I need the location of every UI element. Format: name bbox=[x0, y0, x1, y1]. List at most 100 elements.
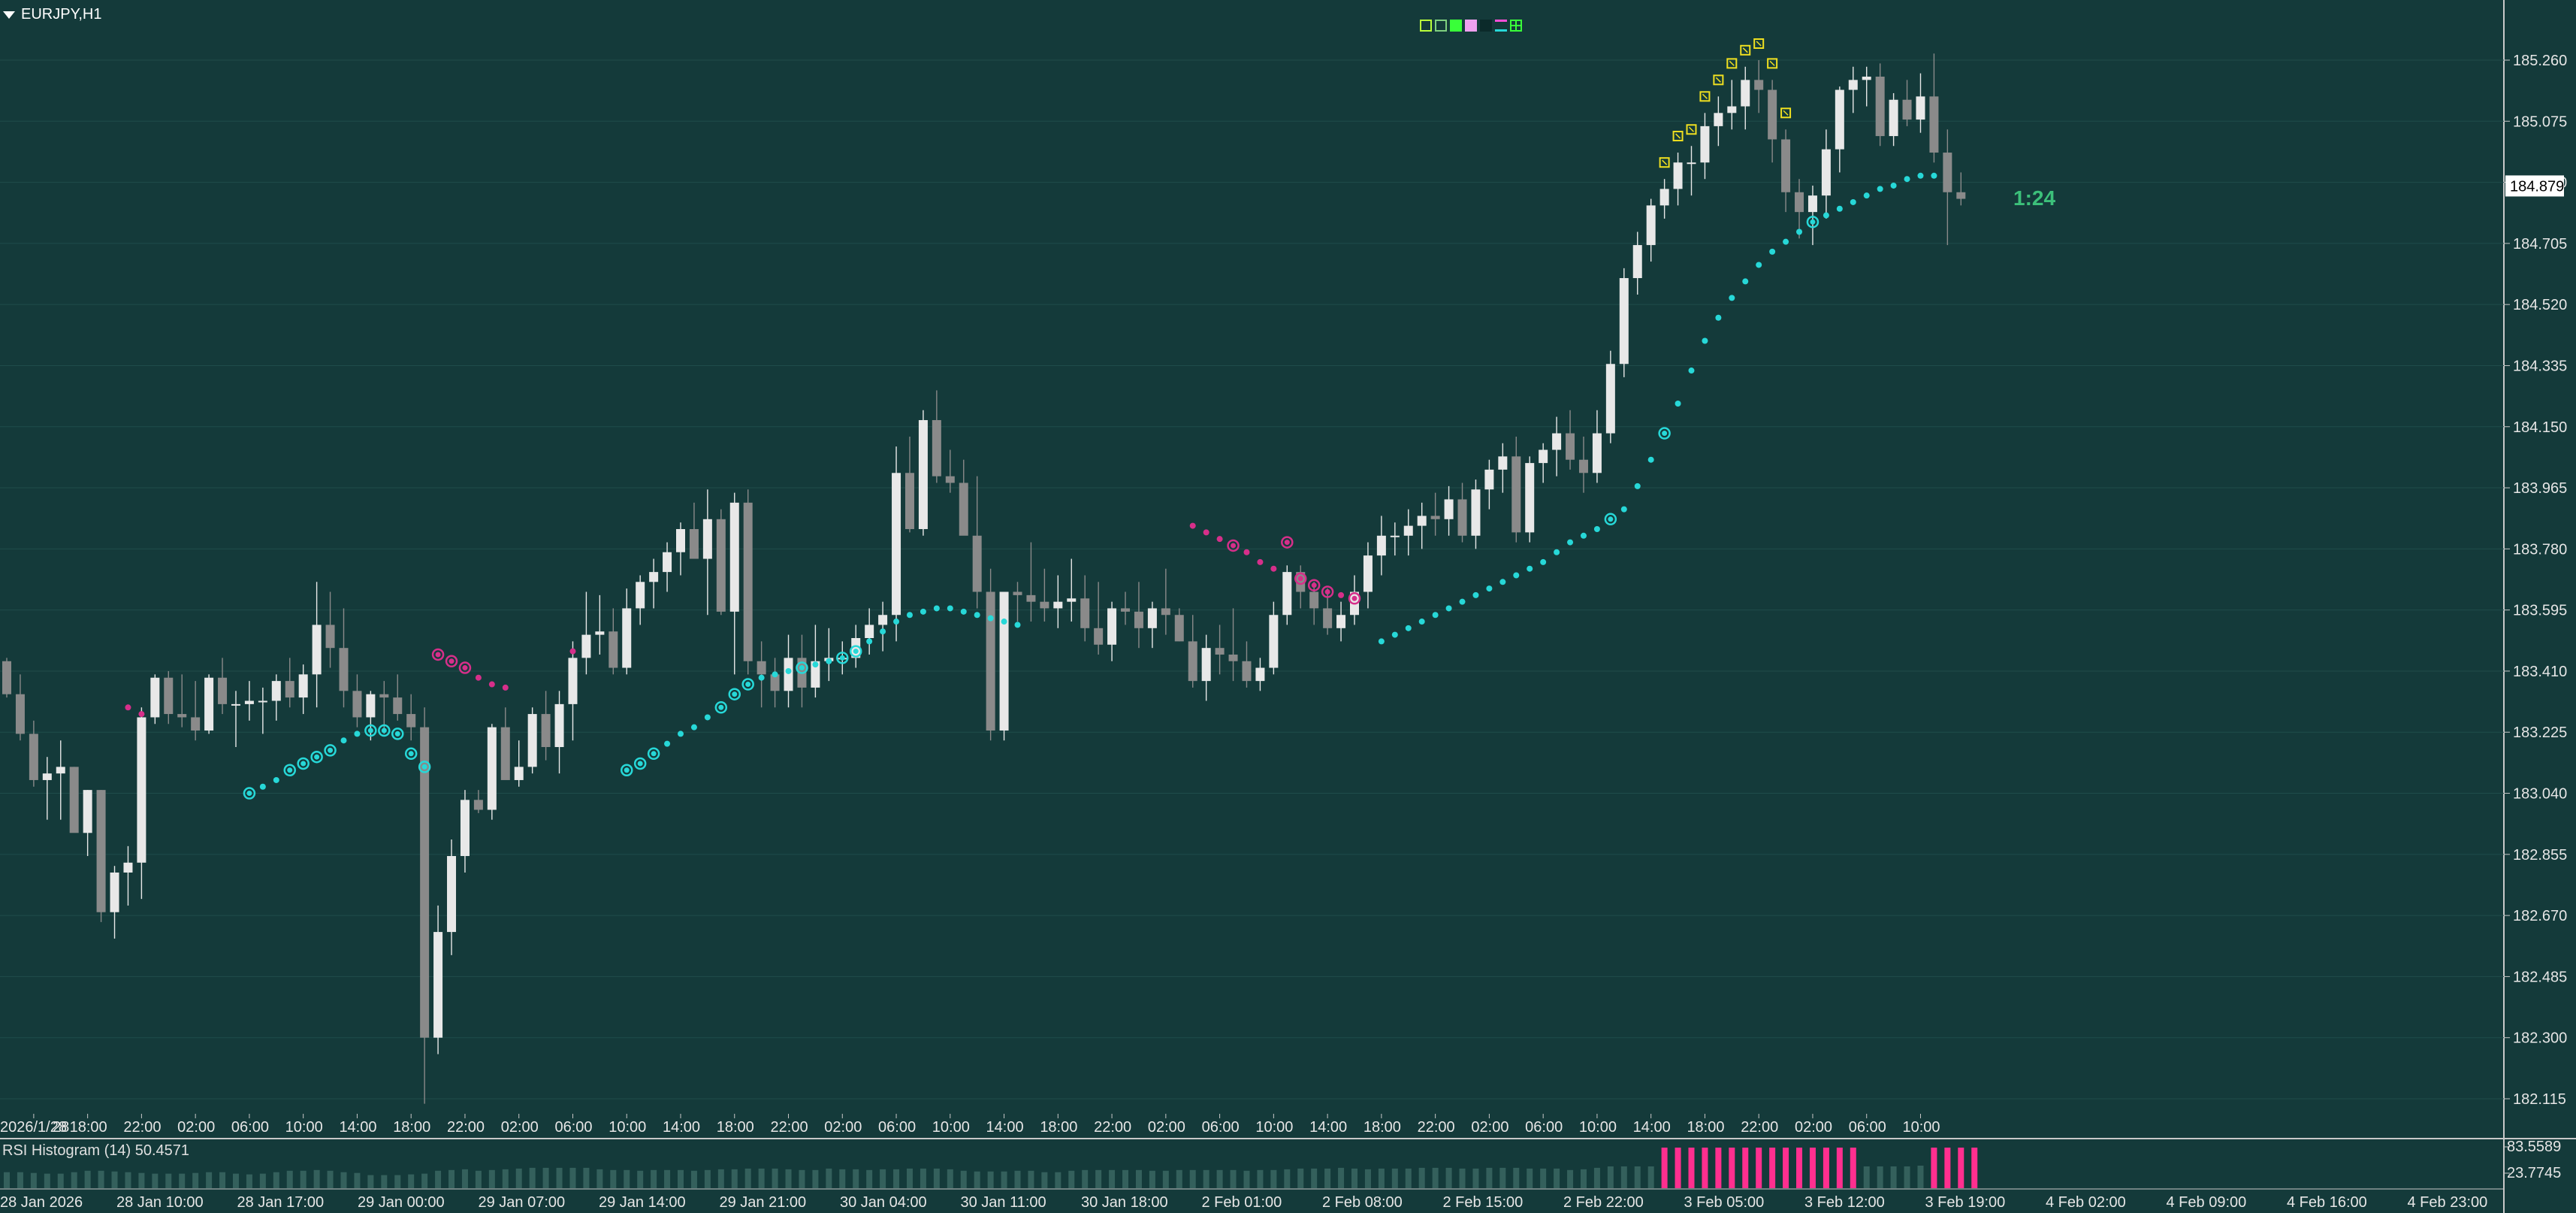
sar-dot bbox=[381, 727, 387, 734]
sar-ring bbox=[445, 655, 458, 668]
bottom-time-label: 4 Feb 23:00 bbox=[2408, 1194, 2488, 1211]
rsi-bar bbox=[286, 1170, 293, 1188]
sar-dot bbox=[300, 761, 307, 767]
candle-body bbox=[1417, 516, 1427, 526]
candle-body bbox=[1067, 598, 1077, 602]
sar-dot bbox=[354, 731, 361, 737]
candle-body bbox=[1687, 162, 1696, 165]
rsi-bar bbox=[744, 1168, 751, 1188]
filled-square-icon[interactable] bbox=[1450, 20, 1462, 32]
sar-dot bbox=[920, 608, 926, 615]
sar-dot bbox=[1620, 506, 1627, 513]
rsi-bar bbox=[71, 1172, 77, 1188]
symbol-text: EURJPY,H1 bbox=[21, 6, 102, 23]
price-tick-label: 185.075 bbox=[2513, 113, 2567, 130]
bar-pair-icon[interactable] bbox=[1495, 20, 1507, 32]
rsi-bar bbox=[1162, 1170, 1169, 1188]
rsi-bar bbox=[583, 1167, 590, 1188]
time-tick-label: 18:00 bbox=[393, 1119, 430, 1136]
candle-body bbox=[878, 615, 888, 625]
rsi-bar bbox=[1122, 1169, 1129, 1188]
rsi-bar bbox=[678, 1169, 684, 1188]
rsi-bar bbox=[974, 1171, 980, 1188]
signal-marker bbox=[1659, 157, 1670, 168]
sar-dot bbox=[637, 761, 643, 767]
outline-square-icon-2[interactable] bbox=[1435, 20, 1447, 32]
bar-timer: 1:24 bbox=[2013, 186, 2056, 210]
rsi-bar bbox=[1189, 1169, 1196, 1188]
pink-square-icon[interactable] bbox=[1465, 20, 1477, 32]
rsi-bar bbox=[1324, 1168, 1331, 1188]
outline-square-icon[interactable] bbox=[1420, 20, 1432, 32]
candle-body bbox=[42, 773, 52, 780]
symbol-label[interactable]: EURJPY,H1 bbox=[0, 3, 101, 26]
rsi-bar bbox=[1729, 1148, 1735, 1188]
sar-dot bbox=[1769, 248, 1776, 255]
candle-body bbox=[1269, 615, 1279, 668]
rsi-bar bbox=[893, 1169, 900, 1188]
candle-body bbox=[1539, 449, 1548, 464]
rsi-bar bbox=[610, 1169, 617, 1188]
price-tick-label: 183.225 bbox=[2513, 724, 2567, 741]
candle-body bbox=[204, 677, 214, 731]
sar-dot bbox=[799, 665, 805, 671]
price-tick-label: 184.335 bbox=[2513, 358, 2567, 374]
sar-dot bbox=[259, 783, 266, 790]
signal-marker bbox=[1726, 58, 1738, 69]
sar-dot bbox=[1850, 198, 1856, 205]
bottom-time-label: 2 Feb 22:00 bbox=[1563, 1194, 1644, 1211]
sar-dot bbox=[1338, 591, 1345, 598]
time-tick-label: 22:00 bbox=[447, 1119, 485, 1136]
rsi-bar bbox=[1135, 1169, 1142, 1188]
rsi-bar bbox=[1554, 1168, 1560, 1188]
sar-ring bbox=[1348, 592, 1361, 605]
sar-dot bbox=[1378, 638, 1385, 645]
time-tick-label: 14:00 bbox=[339, 1119, 376, 1136]
rsi-bar bbox=[30, 1172, 37, 1188]
candle-body bbox=[1754, 80, 1764, 90]
rsi-bar bbox=[1176, 1169, 1182, 1188]
sar-dot bbox=[1486, 585, 1493, 592]
rsi-bar bbox=[475, 1170, 482, 1188]
candle-body bbox=[972, 535, 982, 592]
sar-dot bbox=[1311, 582, 1317, 588]
rsi-bar bbox=[1675, 1148, 1681, 1188]
candle-body bbox=[689, 528, 699, 559]
rsi-bar bbox=[529, 1167, 536, 1188]
rsi-bar bbox=[300, 1170, 307, 1188]
rsi-bar bbox=[1418, 1167, 1425, 1188]
candle-body bbox=[1889, 99, 1898, 137]
sar-ring bbox=[647, 747, 660, 761]
sar-dot bbox=[906, 612, 913, 619]
rsi-bar bbox=[1836, 1148, 1843, 1188]
candle-body bbox=[811, 661, 820, 688]
sar-dot bbox=[1863, 192, 1870, 199]
sar-dot bbox=[1527, 565, 1533, 572]
signal-marker bbox=[1686, 124, 1697, 135]
rsi-bar bbox=[219, 1172, 226, 1188]
sar-dot bbox=[987, 615, 994, 622]
candle-body bbox=[1053, 601, 1063, 609]
time-tick-label: 02:00 bbox=[824, 1119, 862, 1136]
sar-dot bbox=[1243, 549, 1250, 555]
sar-dot bbox=[1540, 558, 1547, 565]
sar-dot bbox=[1405, 625, 1412, 631]
candle-body bbox=[851, 637, 861, 658]
grid-icon[interactable] bbox=[1510, 20, 1522, 32]
sar-dot bbox=[839, 655, 845, 661]
candle-body bbox=[487, 727, 497, 810]
sar-dot bbox=[1351, 595, 1357, 601]
dark-square-icon[interactable] bbox=[1480, 20, 1492, 32]
candle-body bbox=[1619, 278, 1629, 365]
candle-body bbox=[1255, 667, 1265, 682]
signal-marker-cross bbox=[1756, 41, 1762, 47]
time-tick-label: 2026/1/28 bbox=[0, 1119, 67, 1136]
sar-dot bbox=[287, 767, 293, 773]
bottom-time-label: 29 Jan 07:00 bbox=[479, 1194, 566, 1211]
bottom-time-label: 4 Feb 02:00 bbox=[2046, 1194, 2126, 1211]
sar-dot bbox=[880, 628, 886, 635]
dropdown-triangle-icon[interactable] bbox=[3, 11, 15, 19]
sar-dot bbox=[488, 681, 495, 688]
